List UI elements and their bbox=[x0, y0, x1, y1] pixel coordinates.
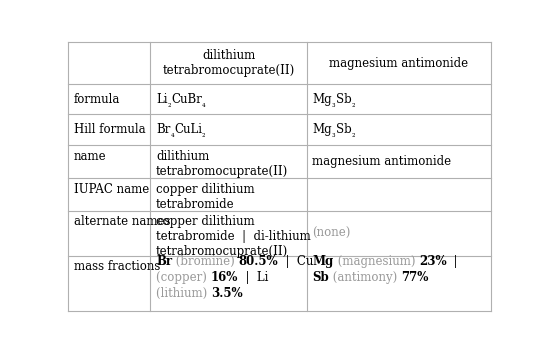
Text: Br: Br bbox=[156, 255, 172, 268]
Text: (lithium): (lithium) bbox=[156, 287, 211, 300]
Text: Sb: Sb bbox=[312, 271, 329, 284]
Text: Sb: Sb bbox=[336, 123, 352, 136]
Text: (bromine): (bromine) bbox=[172, 255, 239, 268]
Text: dilithium
tetrabromocuprate(II): dilithium tetrabromocuprate(II) bbox=[162, 49, 295, 77]
Text: magnesium antimonide: magnesium antimonide bbox=[329, 57, 468, 69]
Text: ₃: ₃ bbox=[332, 130, 336, 139]
Text: ₄: ₄ bbox=[171, 130, 174, 139]
Text: Li: Li bbox=[156, 93, 167, 106]
Text: alternate names: alternate names bbox=[74, 215, 170, 229]
Text: 16%: 16% bbox=[210, 271, 238, 284]
Text: (none): (none) bbox=[312, 227, 350, 239]
Text: copper dilithium
tetrabromide  |  di-lithium
tetrabromocuprate(II): copper dilithium tetrabromide | di-lithi… bbox=[156, 215, 311, 259]
Text: 23%: 23% bbox=[419, 255, 446, 268]
Text: |  Cu: | Cu bbox=[278, 255, 313, 268]
Text: ₂: ₂ bbox=[352, 130, 355, 139]
Text: magnesium antimonide: magnesium antimonide bbox=[312, 155, 451, 168]
Text: ₂: ₂ bbox=[167, 100, 171, 109]
Text: Mg: Mg bbox=[312, 123, 332, 136]
Text: formula: formula bbox=[74, 93, 120, 106]
Text: copper dilithium
tetrabromide: copper dilithium tetrabromide bbox=[156, 183, 255, 211]
Text: (copper): (copper) bbox=[156, 271, 210, 284]
Text: |: | bbox=[446, 255, 458, 268]
Text: name: name bbox=[74, 150, 106, 163]
Text: Br: Br bbox=[156, 123, 171, 136]
Text: dilithium
tetrabromocuprate(II): dilithium tetrabromocuprate(II) bbox=[156, 150, 288, 178]
Text: ₄: ₄ bbox=[202, 100, 205, 109]
Text: |  Li: | Li bbox=[238, 271, 268, 284]
Text: Hill formula: Hill formula bbox=[74, 123, 145, 136]
Text: ₂: ₂ bbox=[202, 130, 205, 139]
Text: 77%: 77% bbox=[401, 271, 428, 284]
Text: CuBr: CuBr bbox=[171, 93, 202, 106]
Text: IUPAC name: IUPAC name bbox=[74, 183, 149, 196]
Text: Mg: Mg bbox=[312, 255, 334, 268]
Text: mass fractions: mass fractions bbox=[74, 260, 160, 273]
Text: (magnesium): (magnesium) bbox=[334, 255, 419, 268]
Text: Mg: Mg bbox=[312, 93, 332, 106]
Text: 3.5%: 3.5% bbox=[211, 287, 243, 300]
Text: ₂: ₂ bbox=[352, 100, 355, 109]
Text: ₃: ₃ bbox=[332, 100, 336, 109]
Text: 80.5%: 80.5% bbox=[239, 255, 278, 268]
Text: (antimony): (antimony) bbox=[329, 271, 401, 284]
Text: Sb: Sb bbox=[336, 93, 352, 106]
Text: CuLi: CuLi bbox=[174, 123, 202, 136]
